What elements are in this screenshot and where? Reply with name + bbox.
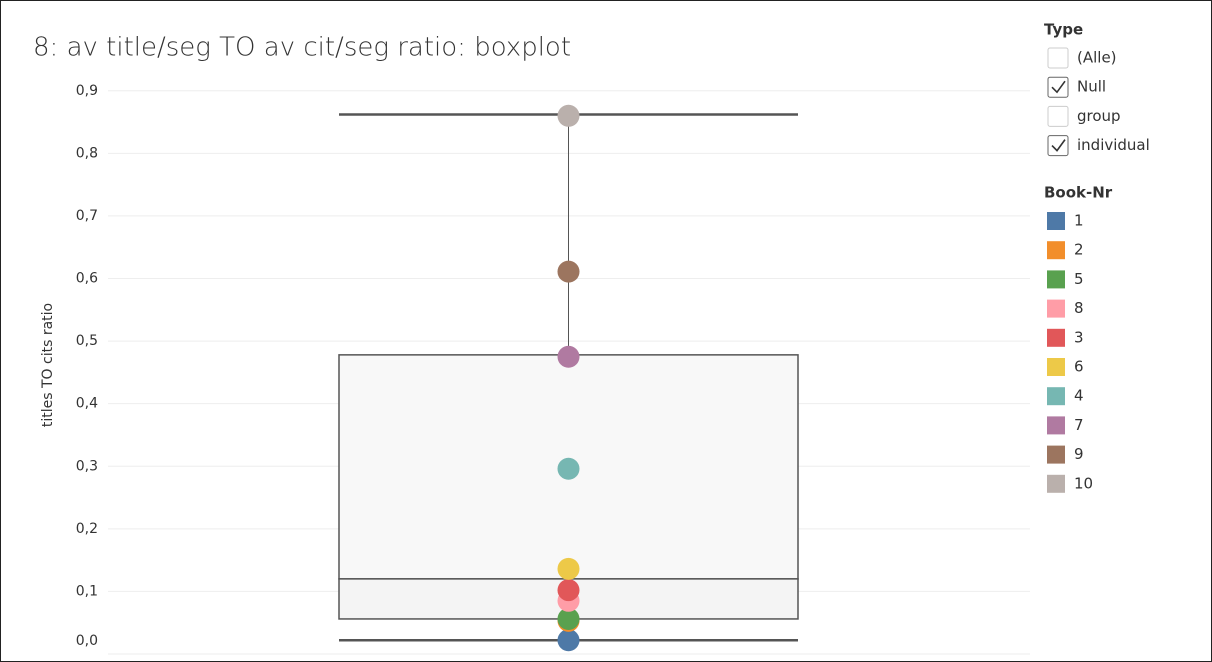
legend-swatch (1047, 212, 1065, 230)
y-tick-label: 0,4 (76, 396, 98, 412)
chart-title: 8: av title/seg TO av cit/seg ratio: box… (33, 33, 571, 63)
checkbox[interactable] (1047, 47, 1069, 69)
y-tick-label: 0,3 (76, 458, 98, 474)
legend-swatch (1047, 416, 1065, 435)
y-tick-label: 0,9 (76, 83, 98, 99)
y-tick-label: 0,2 (76, 521, 98, 537)
legend-label: 1 (1074, 212, 1084, 230)
legend-label: 5 (1074, 270, 1084, 288)
y-tick-label: 0,6 (76, 271, 98, 287)
point (557, 345, 580, 368)
legend-title: Book-Nr (1044, 184, 1113, 202)
checkbox[interactable] (1047, 105, 1069, 127)
filter-title: Type (1044, 21, 1083, 39)
legend-swatch (1047, 474, 1065, 493)
legend-swatch (1047, 387, 1065, 406)
legend-swatch (1047, 328, 1065, 347)
legend-swatch (1047, 445, 1065, 464)
filter-option-label[interactable]: group (1077, 107, 1121, 125)
legend-label: 4 (1074, 387, 1084, 405)
legend-swatch (1047, 358, 1065, 376)
point (557, 557, 580, 580)
y-axis-label: titles TO cits ratio (40, 303, 56, 427)
legend-swatch (1047, 270, 1065, 289)
y-tick-label: 0,8 (76, 145, 98, 161)
filter-option-label[interactable]: Null (1077, 78, 1106, 96)
legend-label: 8 (1074, 299, 1084, 317)
point (557, 104, 580, 127)
legend-swatch (1047, 299, 1065, 318)
legend-label: 2 (1074, 241, 1084, 259)
legend-swatch (1047, 241, 1065, 260)
legend-label: 6 (1074, 358, 1084, 376)
legend-label: 9 (1074, 445, 1084, 463)
point (557, 629, 580, 652)
filter-option-label[interactable]: individual (1077, 136, 1150, 154)
legend-label: 10 (1074, 474, 1093, 492)
y-tick-label: 0,5 (76, 333, 98, 349)
checkmark (1051, 80, 1066, 94)
filter-option-label[interactable]: (Alle) (1077, 49, 1117, 67)
checkbox[interactable] (1047, 76, 1069, 98)
point (557, 260, 580, 283)
y-tick-label: 0,7 (76, 208, 98, 224)
checkmark (1051, 139, 1066, 152)
y-tick-label: 0,0 (76, 633, 98, 649)
checkbox[interactable] (1047, 135, 1069, 157)
y-tick-label: 0,1 (76, 583, 98, 599)
legend-label: 7 (1074, 416, 1084, 434)
point (557, 579, 580, 602)
point (557, 607, 580, 630)
point (557, 457, 580, 480)
legend-label: 3 (1074, 328, 1084, 346)
